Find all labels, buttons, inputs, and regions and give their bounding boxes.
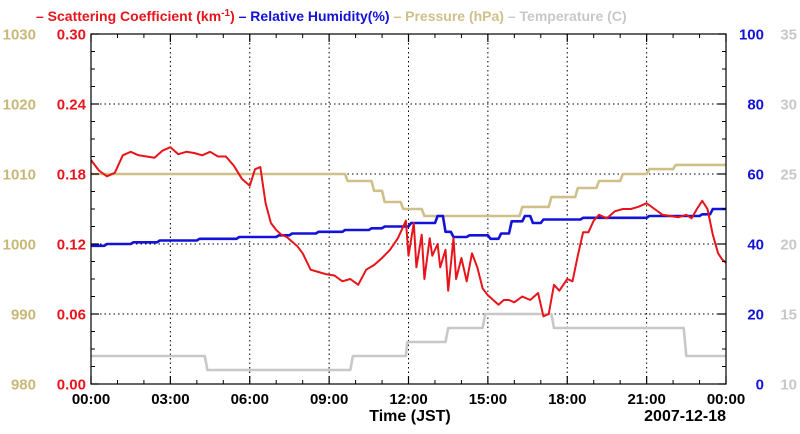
y-tick-label-pres: 1000	[3, 237, 36, 254]
y-tick-label-rh: 60	[747, 167, 764, 184]
y-tick-label-pres: 1010	[3, 167, 36, 184]
y-tick-label-rh: 80	[747, 97, 764, 114]
series-line-rh	[91, 207, 726, 248]
legend-superscript: -1	[221, 8, 230, 19]
y-tick-label-temp: 20	[780, 237, 797, 254]
y-tick-label-scat: 0.00	[57, 377, 86, 394]
x-tick-label: 00:00	[72, 391, 110, 408]
y-tick-label-scat: 0.30	[57, 27, 86, 44]
chart-legend: – Scattering Coefficient (km-1) – Relati…	[36, 8, 627, 24]
legend-suffix: )	[230, 8, 235, 24]
y-tick-label-rh: 100	[739, 27, 764, 44]
series-line-temp	[91, 312, 726, 372]
legend-item-scat: – Scattering Coefficient (km	[36, 8, 221, 24]
y-tick-label-scat: 0.12	[57, 237, 86, 254]
y-tick-label-temp: 30	[780, 97, 797, 114]
y-tick-label-temp: 25	[780, 167, 797, 184]
tick-labels: 00:00 03:00 06:00 09:00 12:00 15:00 18:00 21:00…	[3, 27, 797, 409]
y-tick-label-pres: 1020	[3, 97, 36, 114]
y-tick-label-rh: 0	[756, 377, 764, 394]
y-tick-label-temp: 10	[780, 377, 797, 394]
legend-item-pres: – Pressure (hPa)	[390, 8, 504, 24]
y-tick-label-scat: 0.06	[57, 307, 86, 324]
y-tick-label-pres: 990	[11, 307, 36, 324]
x-tick-label: 12:00	[389, 391, 427, 408]
x-tick-label: 18:00	[548, 391, 586, 408]
series-line-pres	[91, 163, 726, 218]
series-line-scat	[90, 146, 727, 318]
y-tick-label-temp: 35	[780, 27, 797, 44]
legend-item-temp: – Temperature (C)	[504, 8, 627, 24]
y-tick-label-pres: 980	[11, 377, 36, 394]
x-tick-label: 09:00	[310, 391, 348, 408]
x-tick-label: 03:00	[151, 391, 189, 408]
tick-marks	[90, 33, 727, 385]
y-tick-label-rh: 20	[747, 307, 764, 324]
x-tick-label: 21:00	[627, 391, 665, 408]
y-tick-label-rh: 40	[747, 237, 764, 254]
legend-item-rh: – Relative Humidity(%)	[235, 8, 390, 24]
y-tick-label-temp: 15	[780, 307, 797, 324]
y-tick-label-scat: 0.18	[57, 167, 86, 184]
x-tick-label: 15:00	[469, 391, 507, 408]
x-tick-label: 00:00	[707, 391, 745, 408]
x-tick-label: 06:00	[231, 391, 269, 408]
y-tick-label-pres: 1030	[3, 27, 36, 44]
series-layer	[90, 146, 727, 372]
y-tick-label-scat: 0.24	[57, 97, 87, 114]
date-label: 2007-12-18	[644, 408, 726, 425]
x-axis-title: Time (JST)	[369, 408, 451, 425]
